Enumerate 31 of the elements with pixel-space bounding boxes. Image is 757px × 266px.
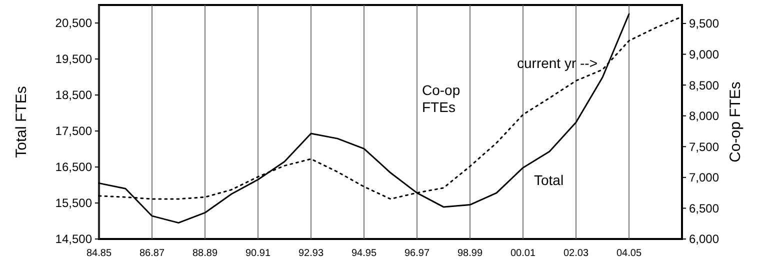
y2-tick-label: 9,000 — [689, 47, 720, 62]
y-axis-title: Total FTEs — [13, 86, 30, 158]
y2-tick-label: 7,000 — [689, 170, 720, 185]
y-tick-label: 15,500 — [55, 196, 92, 210]
y-tick-label: 16,500 — [55, 160, 92, 174]
annotation: Total — [534, 172, 564, 188]
x-tick-label: 00.01 — [510, 248, 536, 259]
x-tick-label: 90.91 — [245, 248, 271, 259]
y2-tick-label: 6,500 — [689, 201, 720, 216]
y-tick-label: 19,500 — [55, 52, 92, 66]
x-tick-label: 86.87 — [139, 248, 165, 259]
x-tick-label: 96.97 — [404, 248, 430, 259]
y-tick-label: 17,500 — [55, 124, 92, 138]
y-tick-label: 14,500 — [55, 232, 92, 246]
x-tick-label: 88.89 — [192, 248, 218, 259]
y2-tick-label: 9,500 — [689, 16, 720, 31]
x-tick-label: 92.93 — [298, 248, 324, 259]
x-tick-label: 84.85 — [86, 248, 112, 259]
y-tick-label: 20,500 — [55, 16, 92, 30]
annotation: current yr --> — [517, 55, 598, 71]
x-tick-label: 02.03 — [563, 248, 589, 259]
x-tick-label: 94.95 — [351, 248, 377, 259]
y2-tick-label: 8,000 — [689, 109, 720, 124]
x-tick-label: 98.99 — [457, 248, 483, 259]
y2-tick-label: 8,500 — [689, 78, 720, 92]
annotation: Co-op FTEs — [422, 82, 460, 115]
x-tick-label: 04.05 — [616, 248, 642, 259]
y-tick-label: 18,500 — [55, 88, 92, 102]
y2-tick-label: 6,000 — [689, 232, 720, 246]
y2-tick-label: 7,500 — [689, 140, 720, 154]
y2-axis-title: Co-op FTEs — [727, 82, 744, 162]
